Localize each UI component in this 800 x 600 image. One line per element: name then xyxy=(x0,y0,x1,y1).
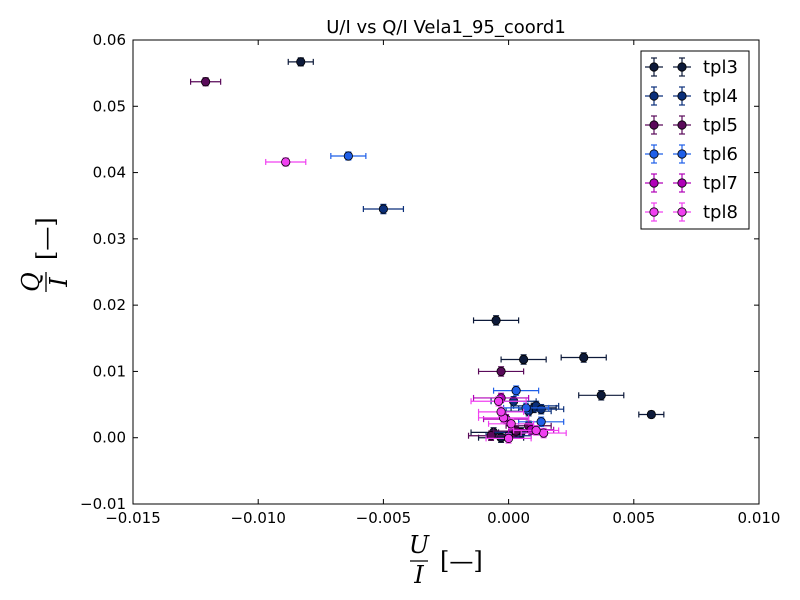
y-tick-label: −0.01 xyxy=(80,495,126,513)
y-axis-label-unit: [—] xyxy=(32,217,60,260)
legend-marker xyxy=(677,207,687,217)
y-tick-label: 0.02 xyxy=(93,296,126,314)
legend-label: tpl3 xyxy=(703,57,738,78)
data-point-tpl4 xyxy=(362,203,405,215)
marker-tpl8 xyxy=(496,407,506,417)
legend-label: tpl5 xyxy=(703,115,738,136)
data-point-tpl5 xyxy=(477,366,525,377)
y-tick-label: 0.06 xyxy=(93,31,126,49)
data-point-tpl8 xyxy=(470,396,527,407)
legend-marker xyxy=(649,178,659,188)
legend-marker xyxy=(677,91,687,101)
marker-tpl8 xyxy=(506,419,516,429)
data-point-tpl3 xyxy=(638,409,665,420)
legend-marker xyxy=(677,120,687,130)
marker-tpl6 xyxy=(536,417,546,427)
data-point-tpl6 xyxy=(492,385,540,396)
legend-entry-tpl4: tpl4 xyxy=(645,86,738,107)
data-point-tpl3 xyxy=(500,354,547,365)
x-tick-label: 0.000 xyxy=(487,509,530,527)
data-marks xyxy=(189,57,665,444)
y-tick-label: 0.01 xyxy=(93,362,126,380)
series-tpl8 xyxy=(265,157,567,444)
marker-tpl8 xyxy=(503,433,514,443)
legend-entry-tpl5: tpl5 xyxy=(645,115,738,136)
data-point-tpl8 xyxy=(513,425,560,436)
x-tick-label: 0.010 xyxy=(738,509,781,527)
x-tick-label: −0.015 xyxy=(105,509,161,527)
marker-tpl3 xyxy=(496,433,506,443)
data-point-tpl3 xyxy=(560,352,607,363)
marker-tpl8 xyxy=(531,425,541,436)
data-point-tpl6 xyxy=(330,151,367,161)
y-tick-label: 0.00 xyxy=(93,429,126,447)
x-axis-label-numerator: U xyxy=(409,531,430,559)
y-axis-label-numerator: Q xyxy=(17,272,45,292)
y-axis-label-denominator: I xyxy=(45,277,73,288)
x-axis-label-unit: [—] xyxy=(440,547,483,575)
marker-tpl3 xyxy=(519,354,529,365)
marker-tpl4 xyxy=(536,404,546,414)
data-point-tpl3 xyxy=(472,315,520,326)
data-point-tpl8 xyxy=(520,427,567,439)
data-point-tpl8 xyxy=(487,418,535,430)
legend-marker xyxy=(677,149,687,159)
x-axis-label: U I [—] xyxy=(409,531,483,589)
y-axis-ticks: −0.01 0.00 0.01 0.02 0.03 0.04 0.05 0.06 xyxy=(80,31,759,513)
marker-tpl3 xyxy=(491,315,501,325)
y-tick-label: 0.05 xyxy=(93,97,126,115)
marker-tpl8 xyxy=(281,157,291,167)
y-tick-label: 0.04 xyxy=(93,164,126,182)
legend-entry-tpl8: tpl8 xyxy=(645,202,738,223)
x-axis-ticks: −0.015 −0.010 −0.005 0.000 0.005 0.010 xyxy=(105,40,780,527)
marker-tpl5 xyxy=(201,77,211,87)
x-axis-label-denominator: I xyxy=(413,561,424,589)
legend-marker xyxy=(649,149,659,159)
y-axis-label: Q I [—] xyxy=(17,217,73,292)
marker-tpl4 xyxy=(378,204,388,214)
data-point-tpl8 xyxy=(265,157,307,167)
legend-marker xyxy=(677,178,687,188)
legend-label: tpl7 xyxy=(703,173,738,194)
legend-entry-tpl7: tpl7 xyxy=(645,173,738,194)
legend-label: tpl8 xyxy=(703,202,738,223)
legend-label: tpl4 xyxy=(703,86,738,107)
legend-entry-tpl6: tpl6 xyxy=(645,144,738,165)
legend: tpl3 tpl4 tpl5 tpl6 tpl7 tpl8 xyxy=(640,50,750,230)
x-tick-label: −0.010 xyxy=(230,509,286,527)
legend-marker xyxy=(649,91,659,101)
data-point-tpl3 xyxy=(287,57,314,67)
x-tick-label: −0.005 xyxy=(356,509,412,527)
series-tpl6 xyxy=(330,151,565,428)
marker-tpl5 xyxy=(496,366,506,377)
legend-entry-tpl3: tpl3 xyxy=(645,57,738,78)
legend-marker xyxy=(649,207,659,217)
marker-tpl3 xyxy=(596,390,606,400)
legend-marker xyxy=(649,120,659,130)
data-point-tpl5 xyxy=(189,77,222,87)
data-point-tpl3 xyxy=(578,390,625,401)
marker-tpl6 xyxy=(343,151,353,161)
marker-tpl8 xyxy=(493,396,504,406)
marker-tpl3 xyxy=(646,409,656,420)
legend-marker xyxy=(649,62,659,72)
chart-title: U/I vs Q/I Vela1_95_coord1 xyxy=(326,17,566,38)
data-point-tpl6 xyxy=(518,416,565,428)
legend-box xyxy=(640,50,750,230)
data-point-tpl8 xyxy=(485,433,532,444)
data-point-tpl8 xyxy=(477,406,525,418)
marker-tpl3 xyxy=(579,352,589,363)
y-tick-label: 0.03 xyxy=(93,230,126,248)
marker-tpl3 xyxy=(296,57,306,67)
marker-tpl6 xyxy=(511,386,521,396)
x-tick-label: 0.005 xyxy=(612,509,655,527)
legend-label: tpl6 xyxy=(703,144,738,165)
legend-marker xyxy=(677,62,687,72)
